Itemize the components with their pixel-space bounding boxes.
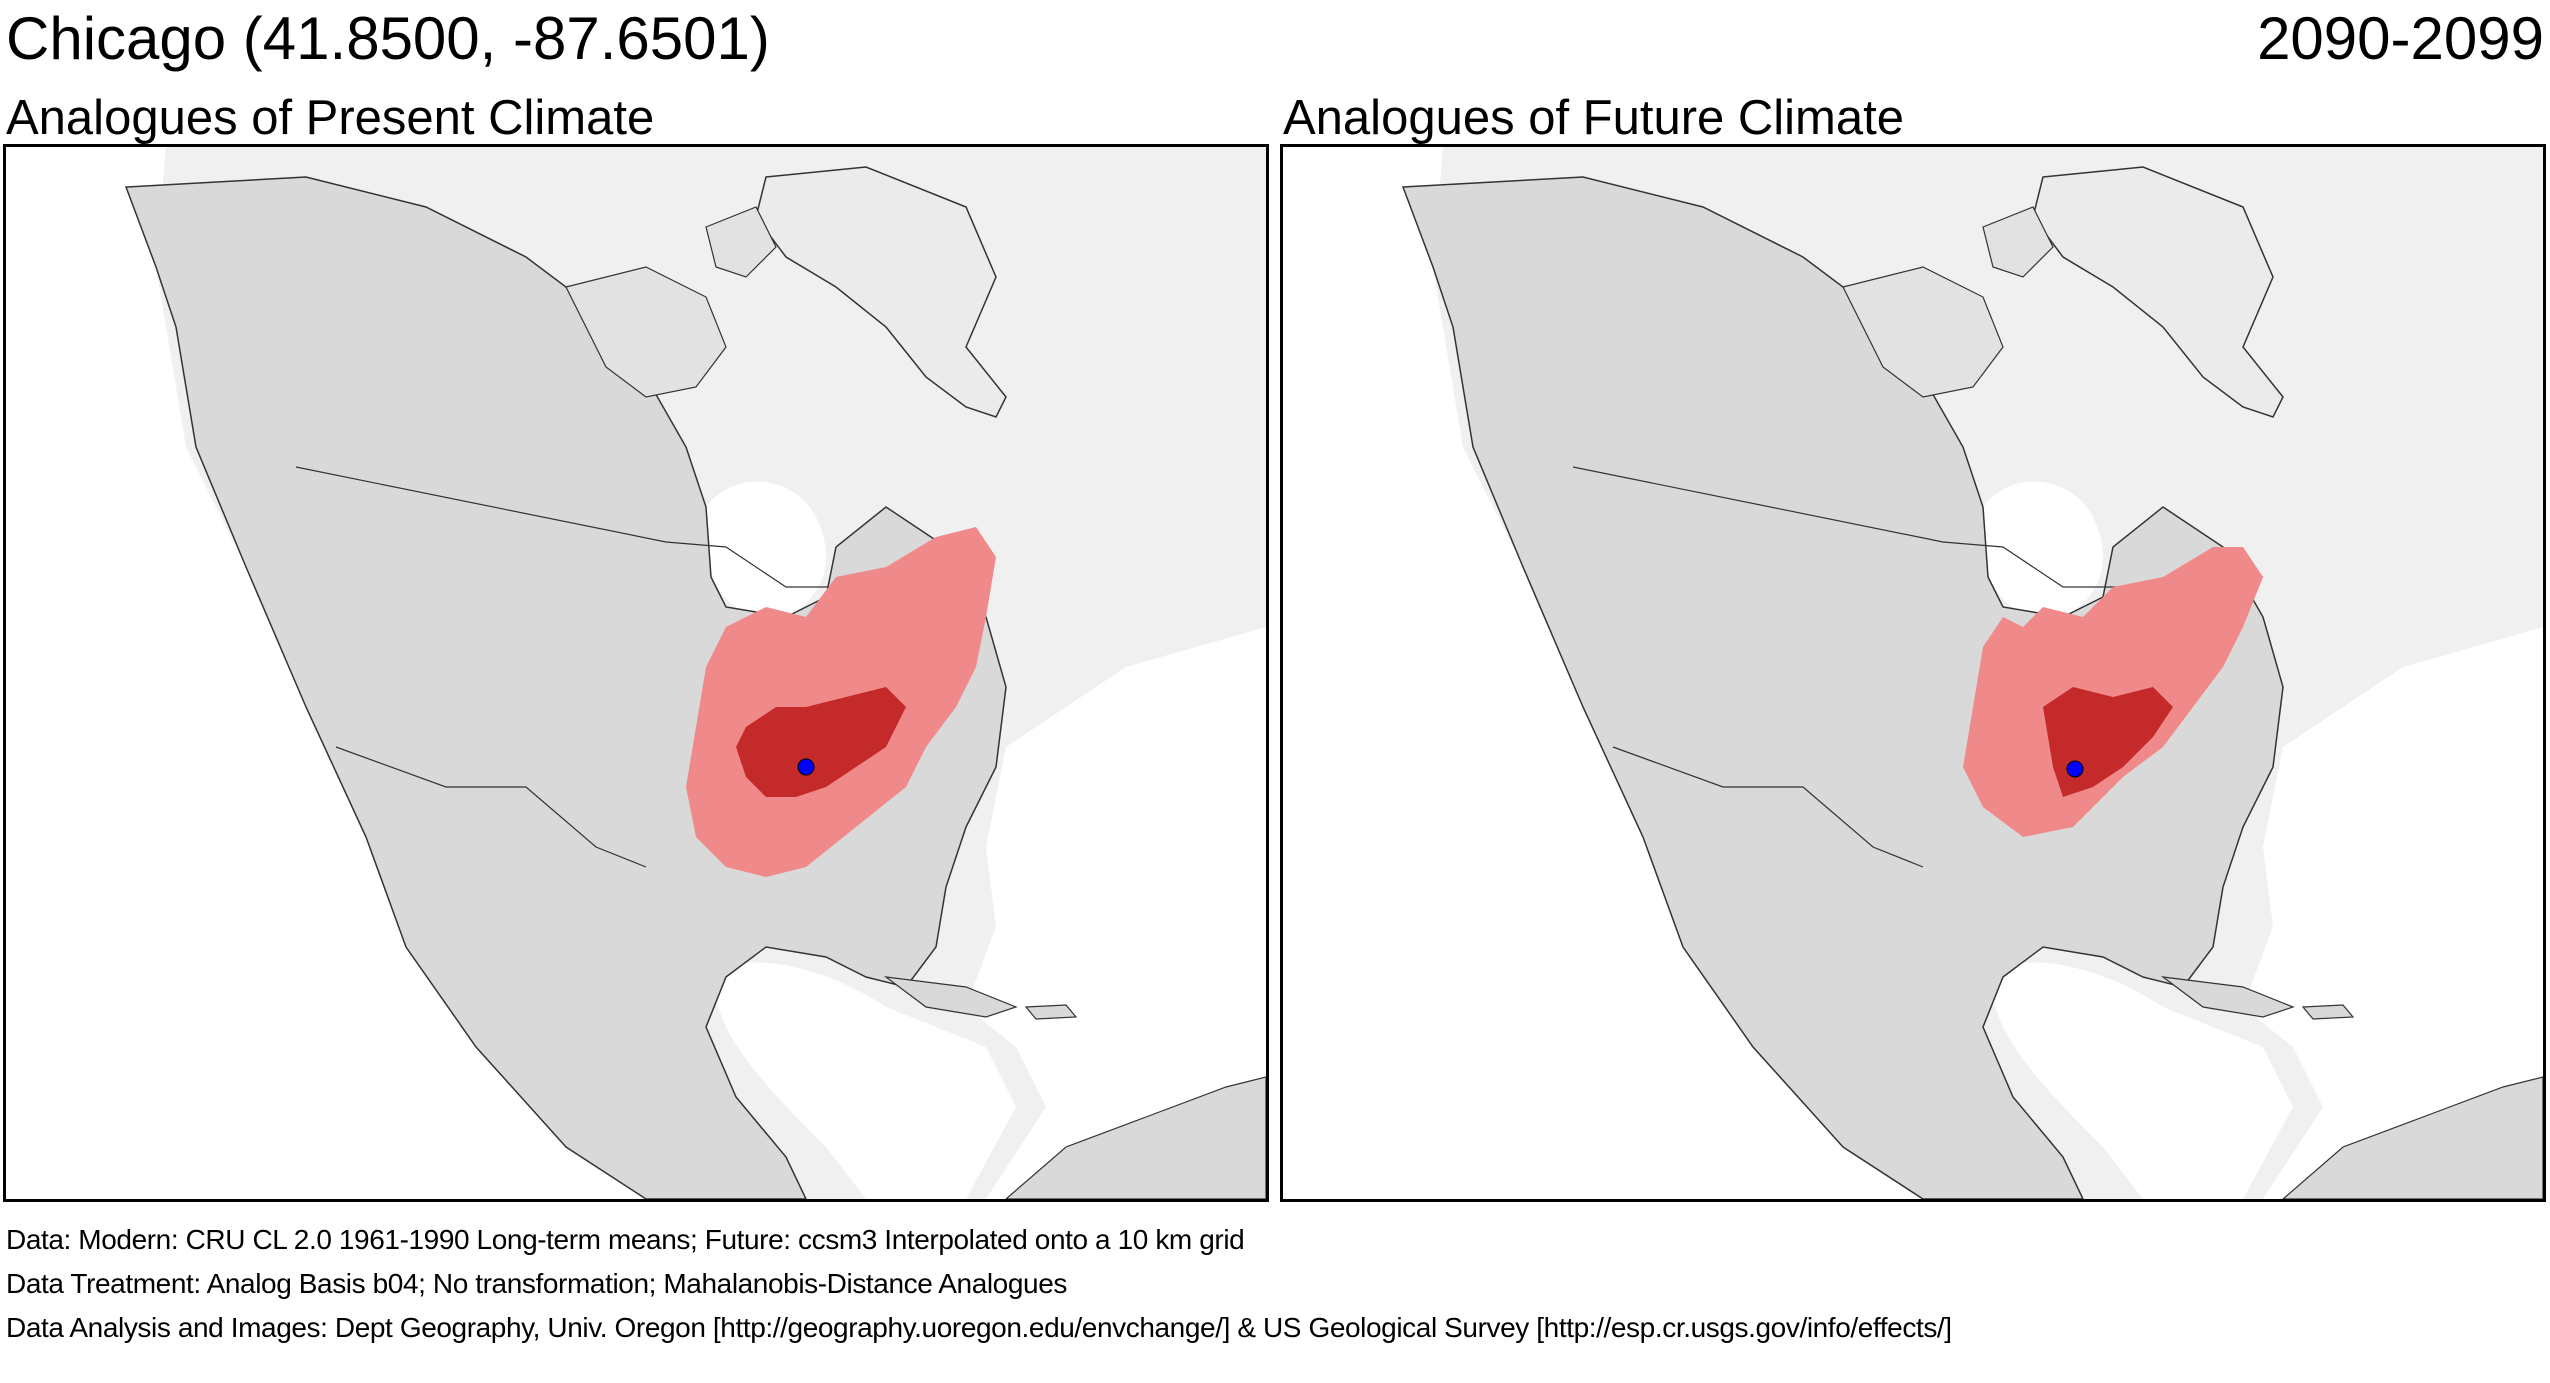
note-treatment: Data Treatment: Analog Basis b04; No tra… <box>6 1268 1067 1299</box>
present-panel-title: Analogues of Present Climate <box>6 91 655 145</box>
us-mexico-border <box>1612 746 1924 868</box>
south-america-corner <box>2282 1076 2543 1199</box>
greenland <box>755 166 1007 418</box>
caribbean-islands <box>883 976 1078 1020</box>
footnotes: Data: Modern: CRU CL 2.0 1961-1990 Long-… <box>6 1218 1952 1350</box>
note-credits: Data Analysis and Images: Dept Geography… <box>6 1312 1952 1343</box>
gulf-of-mexico <box>1983 962 2293 1199</box>
greenland <box>2032 166 2284 418</box>
analogue-region-dark <box>736 687 906 797</box>
location-title: Chicago (41.8500, -87.6501) <box>6 5 770 72</box>
hudson-bay <box>1983 481 2103 620</box>
future-climate-map <box>1280 144 2546 1202</box>
caribbean-islands <box>2160 976 2355 1020</box>
north-america-landmass <box>1401 176 2284 1199</box>
present-climate-map <box>3 144 1269 1202</box>
site-marker <box>797 758 815 776</box>
atlantic-ocean <box>966 627 1266 1199</box>
site-marker <box>2066 760 2084 778</box>
future-panel-title: Analogues of Future Climate <box>1283 91 1904 145</box>
gulf-of-mexico <box>706 962 1016 1199</box>
atlantic-ocean <box>2243 627 2543 1199</box>
note-data: Data: Modern: CRU CL 2.0 1961-1990 Long-… <box>6 1224 1245 1255</box>
pacific-ocean <box>1283 147 1923 1199</box>
south-america-corner <box>1005 1076 1266 1199</box>
hudson-bay <box>706 481 826 620</box>
period-title: 2090-2099 <box>2257 5 2544 72</box>
analogue-region-light <box>1963 547 2263 837</box>
north-america-landmass <box>124 176 1007 1199</box>
arctic-islands <box>1842 206 2054 398</box>
pacific-ocean <box>6 147 646 1199</box>
us-mexico-border <box>335 746 647 868</box>
arctic-islands <box>565 206 777 398</box>
